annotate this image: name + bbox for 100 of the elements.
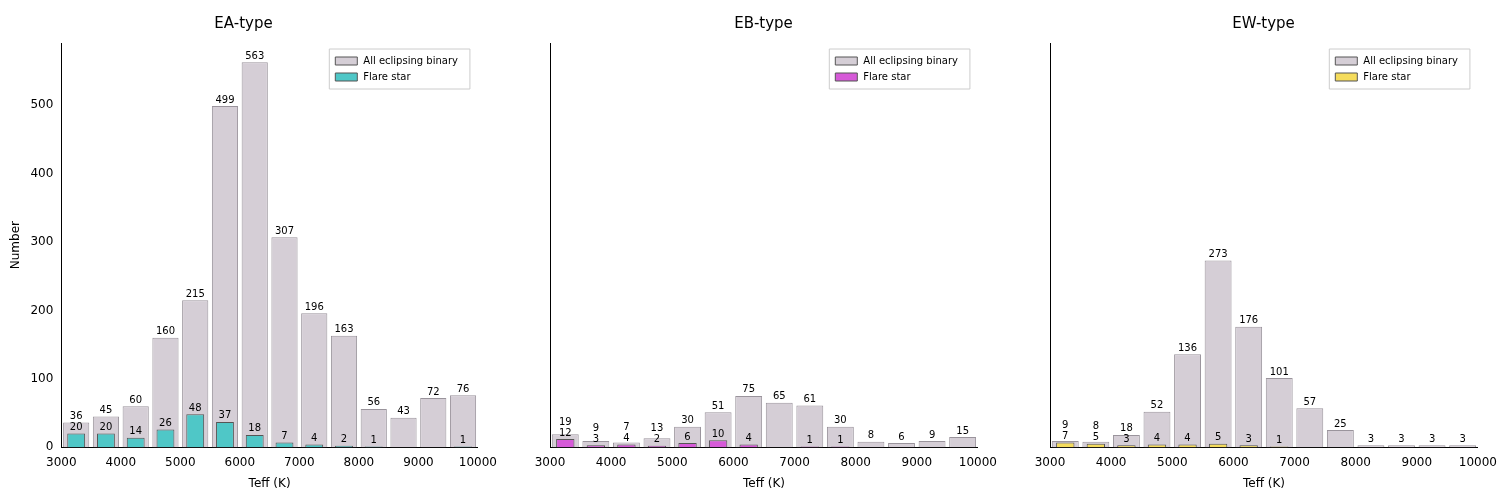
data-label: 3 bbox=[1123, 432, 1130, 444]
x-tick-label: 10000 bbox=[958, 454, 998, 469]
data-label: 25 bbox=[1334, 417, 1347, 429]
data-label: 3 bbox=[1245, 432, 1252, 444]
data-label: 9 bbox=[592, 421, 600, 433]
data-label: 196 bbox=[304, 300, 324, 312]
x-tick-label: 10000 bbox=[1458, 454, 1498, 469]
data-label: 20 bbox=[69, 421, 83, 433]
data-label: 14 bbox=[129, 425, 143, 437]
data-label: 3 bbox=[1428, 432, 1436, 444]
x-tick-label: 7000 bbox=[284, 454, 315, 469]
x-tick-label: 7000 bbox=[779, 454, 810, 469]
x-tick-label: 8000 bbox=[840, 454, 871, 469]
data-label: 563 bbox=[245, 49, 265, 61]
data-label: 2 bbox=[653, 433, 661, 445]
y-tick-label: 400 bbox=[30, 165, 54, 180]
data-label: 6 bbox=[898, 430, 905, 442]
x-tick-label: 5000 bbox=[1156, 454, 1188, 469]
data-label: 76 bbox=[456, 382, 470, 394]
data-label: 163 bbox=[334, 323, 354, 335]
data-label: 4 bbox=[311, 432, 318, 444]
data-label: 75 bbox=[742, 383, 756, 395]
data-label: 43 bbox=[397, 405, 410, 417]
data-label: 1 bbox=[837, 434, 844, 446]
data-label: 45 bbox=[99, 404, 113, 416]
data-label: 101 bbox=[1269, 365, 1289, 377]
legend-label: All eclipsing binary bbox=[863, 54, 958, 66]
data-label: 215 bbox=[185, 287, 205, 299]
data-label: 72 bbox=[426, 385, 440, 397]
x-tick-label: 4000 bbox=[595, 454, 627, 469]
data-label: 136 bbox=[1178, 341, 1198, 353]
data-label: 26 bbox=[159, 417, 172, 429]
data-label: 18 bbox=[248, 422, 262, 434]
legend-label: All eclipsing binary bbox=[1363, 54, 1458, 66]
x-axis-title: Teff (K) bbox=[741, 475, 785, 490]
data-label: 9 bbox=[1062, 419, 1069, 431]
x-tick-label: 6000 bbox=[224, 454, 256, 469]
y-axis-title: Number bbox=[8, 220, 23, 270]
x-tick-label: 5000 bbox=[165, 454, 196, 469]
data-label: 4 bbox=[623, 432, 630, 444]
data-label: 48 bbox=[188, 401, 202, 413]
data-label: 160 bbox=[155, 325, 175, 337]
data-label: 36 bbox=[69, 410, 83, 422]
data-label: 52 bbox=[1150, 399, 1164, 411]
data-label: 18 bbox=[1120, 421, 1133, 433]
x-tick-label: 9000 bbox=[1401, 454, 1433, 469]
legend-label: All eclipsing binary bbox=[363, 54, 458, 66]
x-tick-label: 5000 bbox=[656, 454, 688, 469]
data-label: 7 bbox=[281, 430, 288, 442]
data-label: 1 bbox=[370, 434, 377, 446]
data-label: 273 bbox=[1208, 248, 1228, 260]
y-tick-label: 500 bbox=[30, 97, 54, 112]
x-tick-label: 7000 bbox=[1279, 454, 1310, 469]
data-label: 6 bbox=[684, 430, 691, 442]
data-label: 60 bbox=[129, 393, 143, 405]
data-label: 57 bbox=[1303, 395, 1317, 407]
data-label: 4 bbox=[745, 432, 752, 444]
data-label: 15 bbox=[956, 424, 969, 436]
x-tick-label: 3000 bbox=[46, 454, 77, 469]
legend-label: Flare star bbox=[363, 70, 412, 82]
data-label: 7 bbox=[623, 421, 630, 433]
data-label: 3 bbox=[1367, 432, 1375, 444]
data-label: 4 bbox=[1153, 432, 1161, 444]
data-label: 5 bbox=[1214, 431, 1222, 443]
data-label: 56 bbox=[367, 396, 381, 408]
data-label: 13 bbox=[650, 422, 664, 434]
data-label: 176 bbox=[1239, 314, 1259, 326]
y-tick-label: 100 bbox=[30, 370, 54, 385]
x-axis-title: Teff (K) bbox=[1241, 475, 1285, 490]
data-label: 37 bbox=[218, 409, 232, 421]
chart-title: EB-type bbox=[734, 13, 793, 32]
data-label: 307 bbox=[274, 224, 295, 236]
data-label: 499 bbox=[215, 93, 235, 105]
legend-label: Flare star bbox=[863, 70, 912, 82]
x-tick-label: 3000 bbox=[1034, 454, 1066, 469]
data-label: 51 bbox=[711, 399, 725, 411]
legend-label: Flare star bbox=[1363, 70, 1412, 82]
data-label: 1 bbox=[1276, 434, 1283, 446]
data-label: 5 bbox=[1092, 431, 1100, 443]
data-label: 1 bbox=[806, 434, 813, 446]
data-label: 30 bbox=[681, 414, 694, 426]
x-tick-label: 6000 bbox=[718, 454, 749, 469]
y-tick-label: 0 bbox=[45, 439, 54, 454]
data-label: 8 bbox=[1092, 420, 1100, 432]
x-axis-title: Teff (K) bbox=[247, 475, 291, 490]
x-tick-label: 9000 bbox=[403, 454, 434, 469]
data-label: 12 bbox=[558, 426, 572, 438]
data-label: 3 bbox=[1459, 432, 1466, 444]
data-label: 10 bbox=[711, 427, 725, 439]
x-tick-label: 10000 bbox=[458, 454, 498, 469]
chart-title: EA-type bbox=[214, 13, 273, 32]
data-label: 65 bbox=[772, 390, 786, 402]
data-label: 30 bbox=[834, 414, 847, 426]
data-label: 9 bbox=[928, 428, 936, 440]
data-label: 8 bbox=[867, 429, 875, 441]
x-tick-label: 4000 bbox=[105, 454, 137, 469]
data-label: 2 bbox=[340, 433, 348, 445]
y-tick-label: 200 bbox=[30, 302, 54, 317]
data-label: 1 bbox=[459, 434, 467, 446]
data-label: 20 bbox=[99, 421, 113, 433]
